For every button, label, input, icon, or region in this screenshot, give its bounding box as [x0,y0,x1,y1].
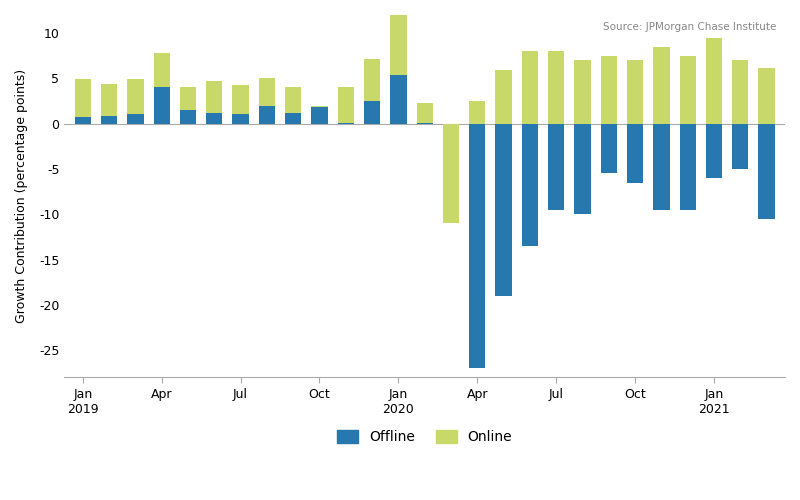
Bar [443,124,459,224]
Bar [574,124,590,214]
Bar [469,124,486,368]
Bar [338,123,354,124]
Bar [758,68,774,124]
Bar [74,80,91,118]
Bar [706,38,722,124]
Bar [417,103,433,123]
Bar [154,53,170,88]
Bar [627,124,643,182]
Bar [548,51,564,124]
Bar [758,124,774,219]
Bar [233,84,249,114]
Bar [706,124,722,178]
Bar [101,84,118,116]
Bar [601,56,617,124]
Text: Source: JPMorgan Chase Institute: Source: JPMorgan Chase Institute [602,22,776,32]
Bar [574,60,590,124]
Bar [548,124,564,210]
Bar [74,118,91,124]
Bar [469,101,486,124]
Bar [390,75,406,124]
Bar [285,113,302,124]
Bar [180,110,196,124]
Bar [311,108,328,124]
Bar [206,113,222,124]
Bar [364,101,380,124]
Legend: Offline, Online: Offline, Online [331,425,518,450]
Bar [127,114,143,124]
Bar [258,106,275,124]
Bar [522,124,538,246]
Bar [154,88,170,124]
Bar [101,116,118,124]
Bar [732,124,749,169]
Bar [495,70,512,124]
Bar [127,80,143,114]
Bar [311,106,328,108]
Bar [338,86,354,123]
Bar [364,60,380,101]
Bar [443,124,459,219]
Bar [495,124,512,296]
Bar [732,60,749,124]
Y-axis label: Growth Contribution (percentage points): Growth Contribution (percentage points) [15,69,28,323]
Bar [679,56,696,124]
Bar [258,78,275,106]
Bar [654,124,670,210]
Bar [206,81,222,113]
Bar [390,0,406,75]
Bar [522,51,538,124]
Bar [285,86,302,113]
Bar [601,124,617,174]
Bar [180,86,196,110]
Bar [233,114,249,124]
Bar [654,46,670,124]
Bar [679,124,696,210]
Bar [627,60,643,124]
Bar [417,123,433,124]
